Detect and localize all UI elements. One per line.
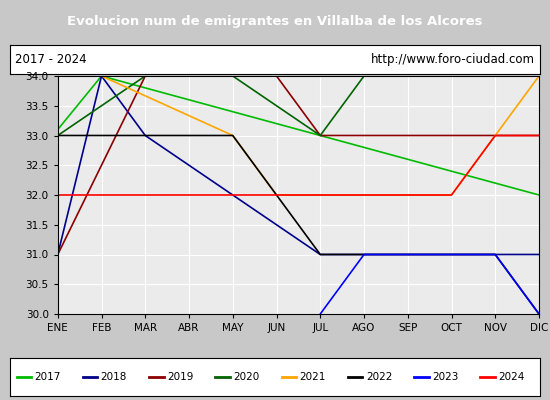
Text: 2017: 2017 [35,372,61,382]
Text: 2020: 2020 [233,372,260,382]
Text: 2019: 2019 [167,372,194,382]
Text: 2017 - 2024: 2017 - 2024 [15,53,87,66]
Text: 2018: 2018 [101,372,127,382]
Text: 2024: 2024 [498,372,525,382]
Text: 2023: 2023 [432,372,459,382]
Text: http://www.foro-ciudad.com: http://www.foro-ciudad.com [371,53,535,66]
Text: 2021: 2021 [300,372,326,382]
Text: Evolucion num de emigrantes en Villalba de los Alcores: Evolucion num de emigrantes en Villalba … [67,14,483,28]
Text: 2022: 2022 [366,372,392,382]
